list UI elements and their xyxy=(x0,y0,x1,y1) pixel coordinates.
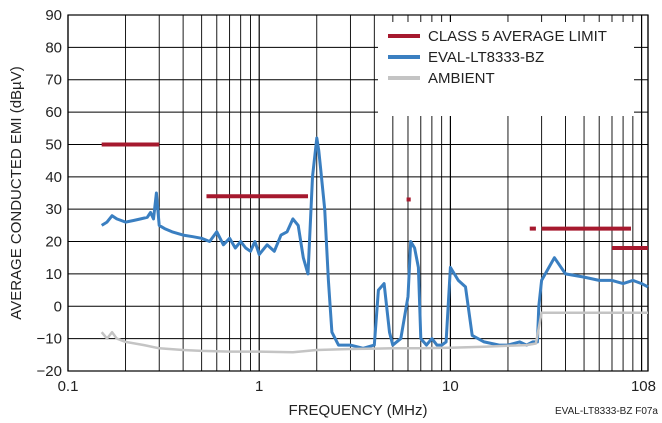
y-tick-label: 10 xyxy=(45,266,62,283)
legend-label: EVAL-LT8333-BZ xyxy=(428,49,544,66)
x-tick-label: 108 xyxy=(631,378,656,395)
legend-label: AMBIENT xyxy=(428,70,495,87)
y-tick-label: 50 xyxy=(45,136,62,153)
x-tick-label: 0.1 xyxy=(58,378,79,395)
figure-id: EVAL-LT8333-BZ F07a xyxy=(555,406,658,417)
y-tick-label: −20 xyxy=(37,363,62,380)
y-axis-title: AVERAGE CONDUCTED EMI (dBµV) xyxy=(8,66,25,319)
y-tick-label: 20 xyxy=(45,234,62,251)
legend-box xyxy=(378,22,634,116)
plot-area xyxy=(100,136,649,354)
legend: CLASS 5 AVERAGE LIMIT EVAL-LT8333-BZ AMBIE… xyxy=(378,22,634,116)
x-axis-title: FREQUENCY (MHz) xyxy=(289,402,428,419)
tick-labels: −20 −10 0 10 20 30 40 50 60 70 80 90 0.1 1 10 108 xyxy=(37,7,656,395)
y-tick-label: 90 xyxy=(45,7,62,24)
x-tick-label: 10 xyxy=(442,378,459,395)
y-tick-label: 60 xyxy=(45,104,62,121)
y-tick-label: −10 xyxy=(37,331,62,348)
ambient-series-line xyxy=(100,311,648,354)
y-tick-label: 0 xyxy=(54,298,62,315)
plot-frame xyxy=(67,14,649,372)
legend-label: CLASS 5 AVERAGE LIMIT xyxy=(428,28,607,45)
y-tick-label: 70 xyxy=(45,72,62,89)
eval-series-line xyxy=(100,136,649,350)
y-tick-label: 80 xyxy=(45,39,62,56)
x-tick-label: 1 xyxy=(255,378,263,395)
y-tick-label: 30 xyxy=(45,201,62,218)
y-tick-label: 40 xyxy=(45,169,62,186)
